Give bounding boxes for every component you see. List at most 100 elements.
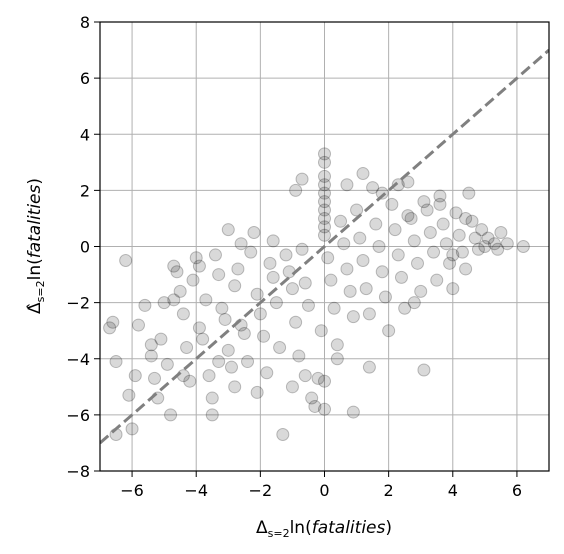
data-point — [481, 231, 495, 245]
data-point — [359, 282, 373, 296]
data-point — [167, 259, 181, 273]
data-point — [334, 214, 348, 228]
data-point — [301, 298, 315, 312]
data-point — [346, 405, 360, 419]
data-point — [224, 360, 238, 374]
data-point — [266, 234, 280, 248]
data-point — [253, 307, 267, 321]
data-point — [289, 315, 303, 329]
data-point — [285, 380, 299, 394]
data-point — [273, 341, 287, 355]
data-point — [109, 355, 123, 369]
data-point — [131, 318, 145, 332]
data-point — [452, 228, 466, 242]
data-point — [394, 270, 408, 284]
data-point — [433, 197, 447, 211]
data-point — [164, 408, 178, 422]
data-point — [417, 195, 431, 209]
x-tick-label: −4 — [184, 481, 208, 500]
data-point — [122, 388, 136, 402]
data-point — [189, 251, 203, 265]
data-point — [369, 217, 383, 231]
data-point — [144, 338, 158, 352]
data-point — [170, 265, 184, 279]
y-tick-label: 0 — [80, 238, 90, 257]
data-point — [318, 402, 331, 416]
data-point — [295, 242, 309, 256]
data-point — [128, 369, 142, 383]
data-point — [157, 296, 171, 310]
data-point — [356, 254, 370, 268]
x-tick-label: 0 — [319, 481, 329, 500]
data-point — [414, 284, 428, 298]
data-points — [103, 147, 530, 442]
data-point — [318, 186, 331, 200]
data-point — [318, 155, 331, 169]
data-point — [372, 240, 386, 253]
data-point — [208, 248, 222, 262]
data-point — [385, 197, 399, 211]
y-tick-label: −2 — [66, 294, 90, 313]
y-tick-label: −6 — [66, 406, 90, 425]
data-point — [218, 312, 232, 326]
data-point — [257, 329, 271, 343]
data-point — [318, 374, 331, 388]
data-point — [205, 408, 219, 422]
x-tick-label: −2 — [249, 481, 273, 500]
data-point — [192, 321, 206, 335]
y-tick-label: 8 — [80, 13, 90, 32]
data-point — [420, 203, 434, 217]
y-tick-label: −8 — [66, 462, 90, 481]
y-tick-label: 6 — [80, 69, 90, 88]
data-point — [180, 341, 194, 355]
data-point — [263, 256, 277, 270]
data-point — [433, 189, 447, 203]
data-point — [340, 178, 354, 192]
data-point — [244, 245, 258, 259]
data-point — [459, 262, 473, 276]
data-point — [186, 273, 200, 287]
data-point — [295, 172, 309, 186]
data-point — [455, 245, 469, 259]
y-tick-label: −4 — [66, 350, 90, 369]
data-point — [391, 248, 405, 262]
data-point — [318, 195, 331, 209]
data-point — [212, 268, 226, 282]
data-point — [459, 211, 473, 225]
data-point — [330, 338, 344, 352]
data-point — [250, 385, 264, 399]
data-point — [491, 242, 505, 256]
data-point — [382, 324, 396, 338]
data-point — [103, 321, 117, 335]
data-point — [439, 237, 453, 251]
data-point — [318, 211, 331, 225]
data-point — [500, 237, 514, 251]
data-point — [148, 371, 162, 385]
y-axis-ticks: −8 −6 −4 −2 0 2 4 6 8 — [66, 13, 100, 481]
data-point — [202, 369, 216, 383]
data-point — [427, 245, 441, 259]
data-point — [449, 206, 463, 220]
data-point — [308, 399, 322, 413]
data-point — [250, 287, 264, 301]
data-point — [234, 237, 248, 251]
data-point — [237, 326, 251, 340]
data-point — [516, 240, 530, 253]
data-point — [401, 209, 415, 223]
data-point — [228, 279, 242, 293]
data-point — [430, 273, 444, 287]
data-point — [298, 369, 312, 383]
data-point — [375, 265, 389, 279]
data-point — [343, 284, 357, 298]
data-point — [366, 181, 380, 195]
y-axis-label: Δ̂s=2ln(fatalities) — [25, 178, 47, 314]
data-point — [321, 251, 335, 265]
data-point — [305, 391, 319, 405]
data-point — [266, 270, 280, 284]
data-point — [324, 273, 338, 287]
data-point — [462, 186, 476, 200]
data-point — [212, 355, 226, 369]
x-tick-label: 2 — [384, 481, 394, 500]
data-point — [375, 186, 389, 200]
